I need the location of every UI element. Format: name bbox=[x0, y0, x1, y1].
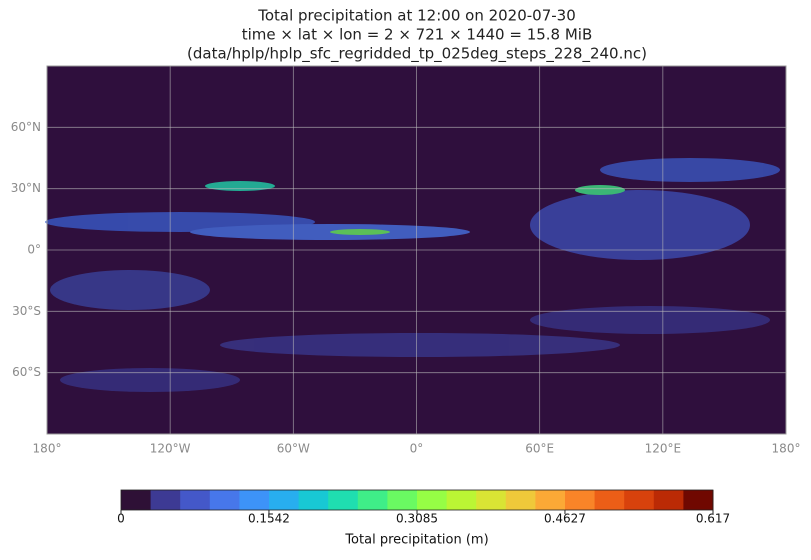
x-tick-label: 0° bbox=[410, 442, 424, 456]
colorbar-swatch bbox=[150, 490, 181, 510]
precip-band bbox=[575, 185, 625, 195]
colorbar-tick-label: 0.617 bbox=[696, 512, 730, 526]
colorbar-swatch bbox=[446, 490, 477, 510]
colorbar-swatch bbox=[565, 490, 596, 510]
title-line: (data/hplp/hplp_sfc_regridded_tp_025deg_… bbox=[187, 45, 647, 64]
title-line: Total precipitation at 12:00 on 2020-07-… bbox=[257, 7, 576, 25]
colorbar-swatch bbox=[180, 490, 211, 510]
x-tick-label: 180° bbox=[33, 442, 62, 456]
colorbar-tick-label: 0.1542 bbox=[248, 512, 290, 526]
colorbar-swatch bbox=[624, 490, 655, 510]
colorbar-swatch bbox=[269, 490, 300, 510]
colorbar-swatch bbox=[683, 490, 714, 510]
precip-band bbox=[530, 306, 770, 334]
y-tick-label: 60°N bbox=[11, 120, 41, 134]
precip-band bbox=[220, 333, 620, 357]
colorbar-swatch bbox=[239, 490, 270, 510]
colorbar-tick-label: 0.3085 bbox=[396, 512, 438, 526]
colorbar-swatch bbox=[121, 490, 152, 510]
colorbar-swatch bbox=[505, 490, 536, 510]
y-tick-label: 30°N bbox=[11, 181, 41, 195]
colorbar-swatch bbox=[594, 490, 625, 510]
colorbar-tick-label: 0.4627 bbox=[544, 512, 586, 526]
colorbar-swatch bbox=[328, 490, 359, 510]
x-tick-label: 120°W bbox=[150, 442, 191, 456]
y-tick-label: 60°S bbox=[12, 365, 41, 379]
y-tick-label: 0° bbox=[27, 243, 41, 257]
colorbar-swatch bbox=[357, 490, 388, 510]
colorbar-swatch bbox=[417, 490, 448, 510]
y-tick-label: 30°S bbox=[12, 304, 41, 318]
precip-band bbox=[205, 181, 275, 191]
precip-band bbox=[530, 190, 750, 260]
colorbar-swatch bbox=[476, 490, 507, 510]
colorbar-swatch bbox=[653, 490, 684, 510]
precip-band bbox=[330, 229, 390, 235]
title-line: time × lat × lon = 2 × 721 × 1440 = 15.8… bbox=[242, 26, 593, 44]
colorbar-label: Total precipitation (m) bbox=[344, 533, 488, 548]
x-tick-label: 180° bbox=[772, 442, 801, 456]
map-frame bbox=[46, 65, 787, 435]
colorbar-tick-label: 0 bbox=[117, 512, 125, 526]
precip-band bbox=[50, 270, 210, 310]
x-tick-label: 120°E bbox=[645, 442, 682, 456]
colorbar-swatch bbox=[535, 490, 566, 510]
colorbar-swatch bbox=[298, 490, 329, 510]
precip-band bbox=[60, 368, 240, 392]
precip-band bbox=[600, 158, 780, 182]
colorbar-swatch bbox=[209, 490, 240, 510]
colorbar: 0 0.1542 0.3085 0.4627 0.617 bbox=[117, 489, 730, 526]
colorbar-swatch bbox=[387, 490, 418, 510]
x-tick-label: 60°E bbox=[525, 442, 554, 456]
x-tick-label: 60°W bbox=[277, 442, 310, 456]
